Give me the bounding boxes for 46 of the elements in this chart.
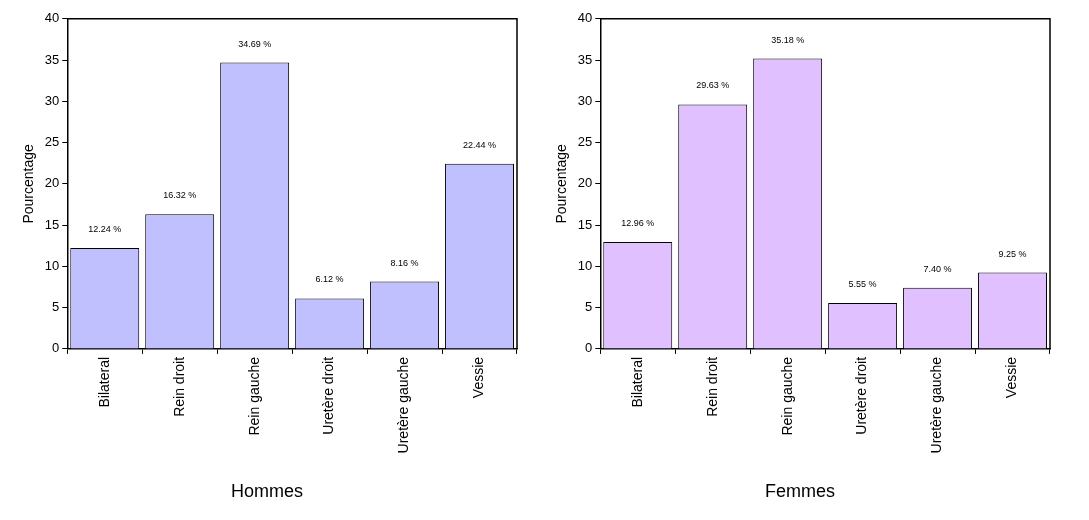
data-label: 9.25 % xyxy=(998,248,1027,259)
x-tick-label: Vessie xyxy=(470,356,487,399)
x-tick-label: Rein droit xyxy=(170,356,187,417)
y-tick-label: 40 xyxy=(44,10,60,26)
data-label: 12.96 % xyxy=(621,217,655,228)
y-tick-label: 30 xyxy=(44,92,60,108)
y-tick-label: 35 xyxy=(44,51,60,67)
data-label: 5.55 % xyxy=(848,279,877,290)
x-tick-label: Vessie xyxy=(1003,356,1020,399)
y-tick-label: 15 xyxy=(44,216,60,232)
x-tick-label: Bilateral xyxy=(628,356,645,408)
y-tick-label: 5 xyxy=(52,299,60,315)
x-tick-label: Uretère droit xyxy=(853,356,870,435)
x-tick-label: Rein gauche xyxy=(245,356,262,436)
x-tick-label: Rein droit xyxy=(703,356,720,417)
y-tick-label: 10 xyxy=(577,257,593,273)
x-tick-label: Uretère gauche xyxy=(395,356,412,454)
data-label: 7.40 % xyxy=(923,263,952,274)
data-label: 22.44 % xyxy=(463,139,497,150)
x-tick-label: Bilateral xyxy=(95,356,112,408)
y-axis-title: Pourcentage xyxy=(20,143,37,224)
y-tick-label: 30 xyxy=(577,92,593,108)
text: Hommes xyxy=(230,481,304,502)
y-tick-label: 5 xyxy=(585,299,593,315)
data-label: 35.18 % xyxy=(771,34,805,45)
y-tick-label: 10 xyxy=(44,257,60,273)
data-label: 34.69 % xyxy=(238,38,272,49)
y-tick-label: 25 xyxy=(577,134,593,150)
x-tick-label: Rein gauche xyxy=(778,356,795,436)
data-label: 6.12 % xyxy=(315,274,344,285)
data-label: 8.16 % xyxy=(390,257,419,268)
y-tick-label: 15 xyxy=(577,216,593,232)
y-tick-label: 40 xyxy=(577,10,593,26)
y-tick-label: 20 xyxy=(577,175,593,191)
data-label: 29.63 % xyxy=(696,80,730,91)
data-label: 16.32 % xyxy=(163,190,197,201)
y-axis-title: Pourcentage xyxy=(553,143,570,224)
y-tick-label: 25 xyxy=(44,134,60,150)
x-tick-label: Uretère gauche xyxy=(928,356,945,454)
x-tick-label: Uretère droit xyxy=(320,356,337,435)
y-tick-label: 35 xyxy=(577,51,593,67)
data-label: 12.24 % xyxy=(88,223,122,234)
y-tick-label: 0 xyxy=(585,340,593,356)
y-tick-label: 20 xyxy=(44,175,60,191)
text: Femmes xyxy=(764,481,836,502)
y-tick-label: 0 xyxy=(52,340,60,356)
